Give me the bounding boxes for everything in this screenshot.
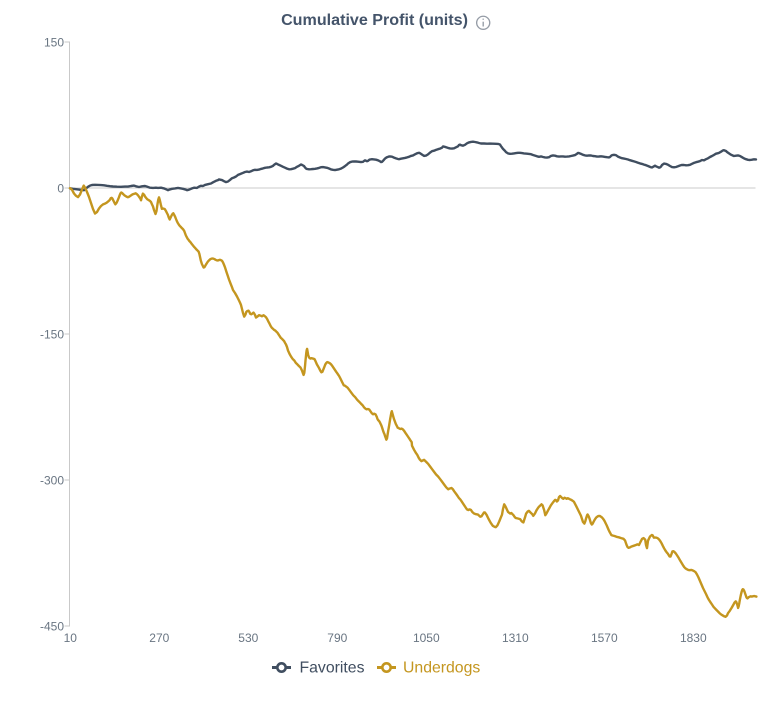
svg-text:1050: 1050 (413, 631, 440, 645)
svg-text:-450: -450 (40, 619, 64, 633)
svg-text:-150: -150 (40, 327, 64, 341)
svg-text:150: 150 (44, 35, 64, 49)
svg-text:270: 270 (149, 631, 169, 645)
svg-text:10: 10 (64, 631, 78, 645)
svg-text:1830: 1830 (680, 631, 707, 645)
svg-text:Favorites: Favorites (300, 660, 365, 677)
svg-text:1570: 1570 (591, 631, 618, 645)
svg-text:Cumulative Profit (units): Cumulative Profit (units) (281, 11, 468, 29)
svg-text:0: 0 (57, 181, 64, 195)
svg-text:790: 790 (327, 631, 347, 645)
svg-text:530: 530 (238, 631, 258, 645)
svg-text:-300: -300 (40, 473, 64, 487)
svg-text:Underdogs: Underdogs (403, 660, 480, 677)
svg-text:1310: 1310 (502, 631, 529, 645)
